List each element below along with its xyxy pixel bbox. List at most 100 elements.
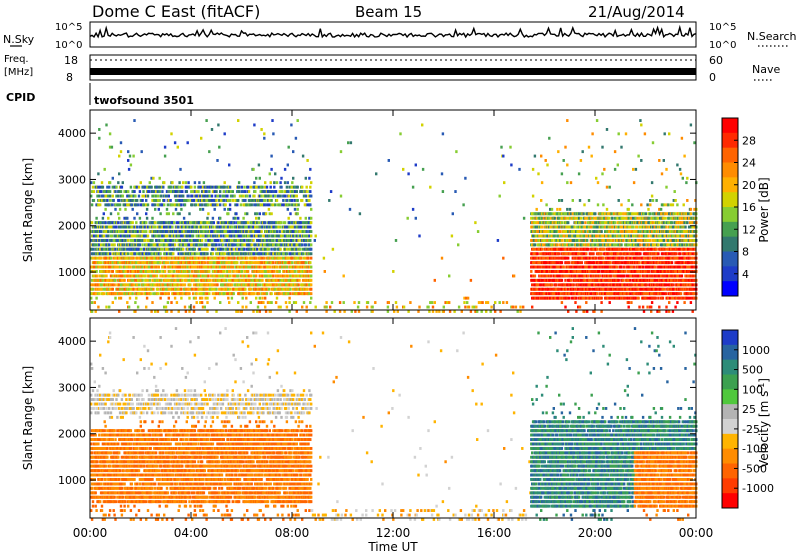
echo-cell xyxy=(228,261,231,265)
echo-cell xyxy=(427,305,430,309)
echo-cell xyxy=(505,301,509,304)
echo-cell xyxy=(109,283,113,287)
echo-cell xyxy=(170,132,173,136)
echo-cell xyxy=(268,199,271,202)
echo-cell xyxy=(558,230,562,233)
echo-cell xyxy=(252,167,255,171)
echo-cell xyxy=(133,190,136,193)
echo-cell xyxy=(172,239,175,242)
echo-cell xyxy=(260,194,263,198)
echo-cell xyxy=(279,278,282,282)
echo-cell xyxy=(219,194,222,198)
echo-cell xyxy=(206,292,209,296)
echo-cell xyxy=(261,278,264,282)
echo-cell xyxy=(272,274,275,278)
echo-cell xyxy=(232,270,235,273)
echo-cell xyxy=(243,274,246,278)
echo-cell xyxy=(218,234,221,238)
echo-cell xyxy=(127,270,130,273)
echo-cell xyxy=(174,292,178,296)
echo-cell xyxy=(170,301,173,304)
echo-cell xyxy=(176,225,179,229)
echo-cell xyxy=(200,221,203,225)
echo-cell xyxy=(203,221,206,225)
beam-title: Beam 15 xyxy=(355,3,422,21)
echo-cell xyxy=(301,305,304,309)
echo-cell xyxy=(154,190,158,193)
echo-cell xyxy=(292,150,295,154)
echo-cell xyxy=(108,190,112,193)
echo-cell xyxy=(173,247,176,251)
echo-cell xyxy=(105,123,108,127)
echo-cell xyxy=(264,212,268,216)
echo-cell xyxy=(193,247,197,251)
echo-cell xyxy=(90,256,93,260)
echo-cell xyxy=(540,154,543,158)
echo-cell xyxy=(494,301,497,304)
echo-cell xyxy=(210,128,214,131)
echo-cell xyxy=(475,305,478,309)
echo-cell xyxy=(187,199,190,202)
echo-cell xyxy=(136,225,139,229)
echo-cell xyxy=(218,230,221,233)
echo-cell xyxy=(519,305,522,309)
echo-cell xyxy=(151,199,154,202)
echo-cell xyxy=(278,270,281,273)
echo-cell xyxy=(174,207,178,211)
station-title: Dome C East (fitACF) xyxy=(92,2,260,21)
echo-cell xyxy=(186,234,189,238)
echo-cell xyxy=(108,203,111,207)
echo-cell xyxy=(531,239,534,242)
echo-cell xyxy=(258,310,261,313)
echo-cell xyxy=(134,252,137,256)
echo-cell xyxy=(347,141,350,145)
echo-cell xyxy=(143,261,146,265)
echo-cell xyxy=(188,310,191,313)
echo-cell xyxy=(292,230,295,233)
echo-cell xyxy=(208,150,211,154)
echo-cell xyxy=(292,203,296,207)
echo-cell xyxy=(165,252,169,256)
echo-cell xyxy=(230,234,234,238)
echo-cell xyxy=(296,199,299,202)
echo-cell xyxy=(474,221,477,225)
echo-cell xyxy=(98,292,101,296)
echo-cell xyxy=(191,203,194,207)
echo-cell xyxy=(195,301,198,304)
echo-cell xyxy=(118,154,121,158)
echo-cell xyxy=(200,199,204,202)
echo-cell xyxy=(221,243,225,247)
echo-cell xyxy=(210,199,214,202)
echo-cell xyxy=(102,194,105,198)
echo-cell xyxy=(99,256,103,260)
echo-cell xyxy=(198,185,201,189)
echo-cell xyxy=(268,190,271,193)
echo-cell xyxy=(108,145,112,149)
echo-cell xyxy=(91,283,95,287)
echo-cell xyxy=(96,194,99,198)
echo-cell xyxy=(183,305,187,309)
echo-cell xyxy=(157,207,160,211)
echo-cell xyxy=(127,203,131,207)
nave-label: Nave xyxy=(752,63,780,76)
echo-cell xyxy=(158,199,161,202)
echo-cell xyxy=(223,185,226,189)
echo-cell xyxy=(510,163,513,167)
echo-cell xyxy=(121,234,124,238)
echo-cell xyxy=(188,225,191,229)
echo-cell xyxy=(98,261,101,265)
echo-cell xyxy=(305,190,308,193)
echo-cell xyxy=(177,221,180,225)
echo-cell xyxy=(164,261,168,265)
echo-cell xyxy=(127,287,131,291)
echo-cell xyxy=(298,270,301,273)
echo-cell xyxy=(219,190,222,193)
echo-cell xyxy=(156,310,160,313)
echo-cell xyxy=(208,243,211,247)
echo-cell xyxy=(560,301,564,304)
echo-cell xyxy=(223,274,226,278)
echo-cell xyxy=(549,274,553,278)
echo-cell xyxy=(289,265,292,269)
echo-cell xyxy=(230,296,234,300)
